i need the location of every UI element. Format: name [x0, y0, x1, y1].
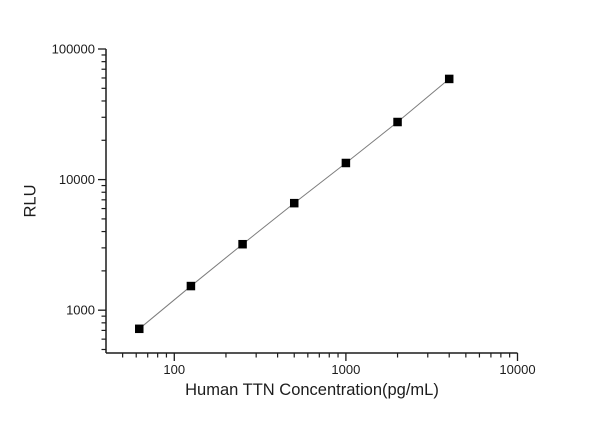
x-axis-title: Human TTN Concentration(pg/mL) [185, 381, 439, 399]
data-point-marker [238, 239, 247, 249]
data-point-marker [341, 158, 351, 168]
x-tick-label: 1000 [331, 362, 360, 377]
data-point-marker [186, 281, 196, 291]
data-point-marker [393, 117, 402, 127]
x-tick-label: 10000 [499, 362, 535, 377]
data-point-marker [289, 198, 299, 208]
y-tick-label: 1000 [66, 303, 95, 318]
x-tick-label: 100 [163, 362, 185, 377]
y-tick-label: 100000 [52, 42, 95, 57]
data-point-marker [444, 74, 454, 84]
y-axis-title: RLU [21, 184, 40, 218]
y-tick-label: 10000 [59, 172, 95, 187]
data-point-marker [135, 324, 144, 334]
